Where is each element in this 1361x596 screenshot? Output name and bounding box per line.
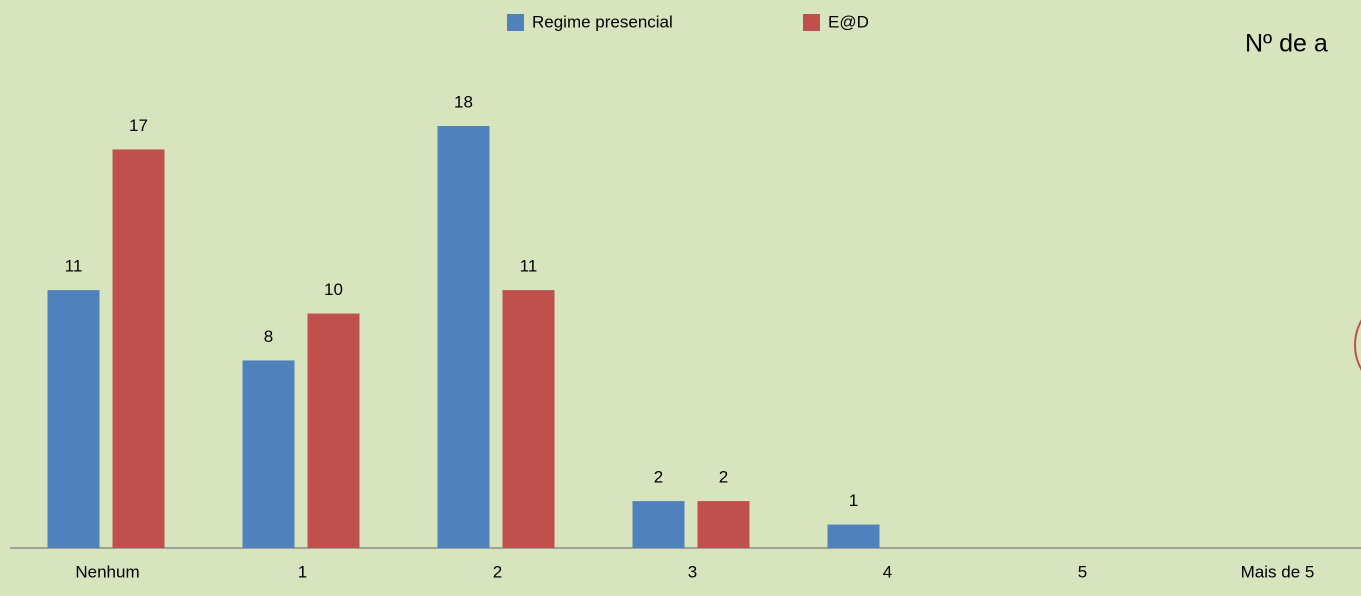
bar <box>632 501 685 548</box>
bar <box>242 360 295 548</box>
x-tick-label: 3 <box>688 562 697 581</box>
data-label: 11 <box>520 257 538 276</box>
data-label: 2 <box>719 468 728 487</box>
data-label: 17 <box>129 116 148 135</box>
decoration <box>1354 319 1361 371</box>
chart-title: Nº de a <box>1245 30 1328 58</box>
legend-swatch <box>803 14 820 31</box>
data-label: 10 <box>324 280 343 299</box>
legend-swatch <box>507 14 524 31</box>
bar <box>112 149 165 548</box>
x-tick-label: 4 <box>883 562 892 581</box>
bar <box>437 126 490 548</box>
data-label: 2 <box>654 468 663 487</box>
bar <box>697 501 750 548</box>
x-tick-label: Mais de 5 <box>1241 562 1315 581</box>
data-label: 8 <box>264 327 273 346</box>
data-label: 18 <box>454 92 473 111</box>
data-label: 11 <box>65 257 83 276</box>
x-tick-label: 1 <box>298 562 307 581</box>
bar <box>47 290 100 548</box>
x-tick-label: 2 <box>493 562 502 581</box>
bar <box>307 313 360 548</box>
data-label: 1 <box>849 491 858 510</box>
x-tick-label: 5 <box>1078 562 1087 581</box>
x-tick-label: Nenhum <box>75 562 139 581</box>
legend-label: Regime presencial <box>532 12 673 31</box>
bar <box>502 290 555 548</box>
legend-label: E@D <box>828 12 869 31</box>
bar <box>827 524 880 548</box>
